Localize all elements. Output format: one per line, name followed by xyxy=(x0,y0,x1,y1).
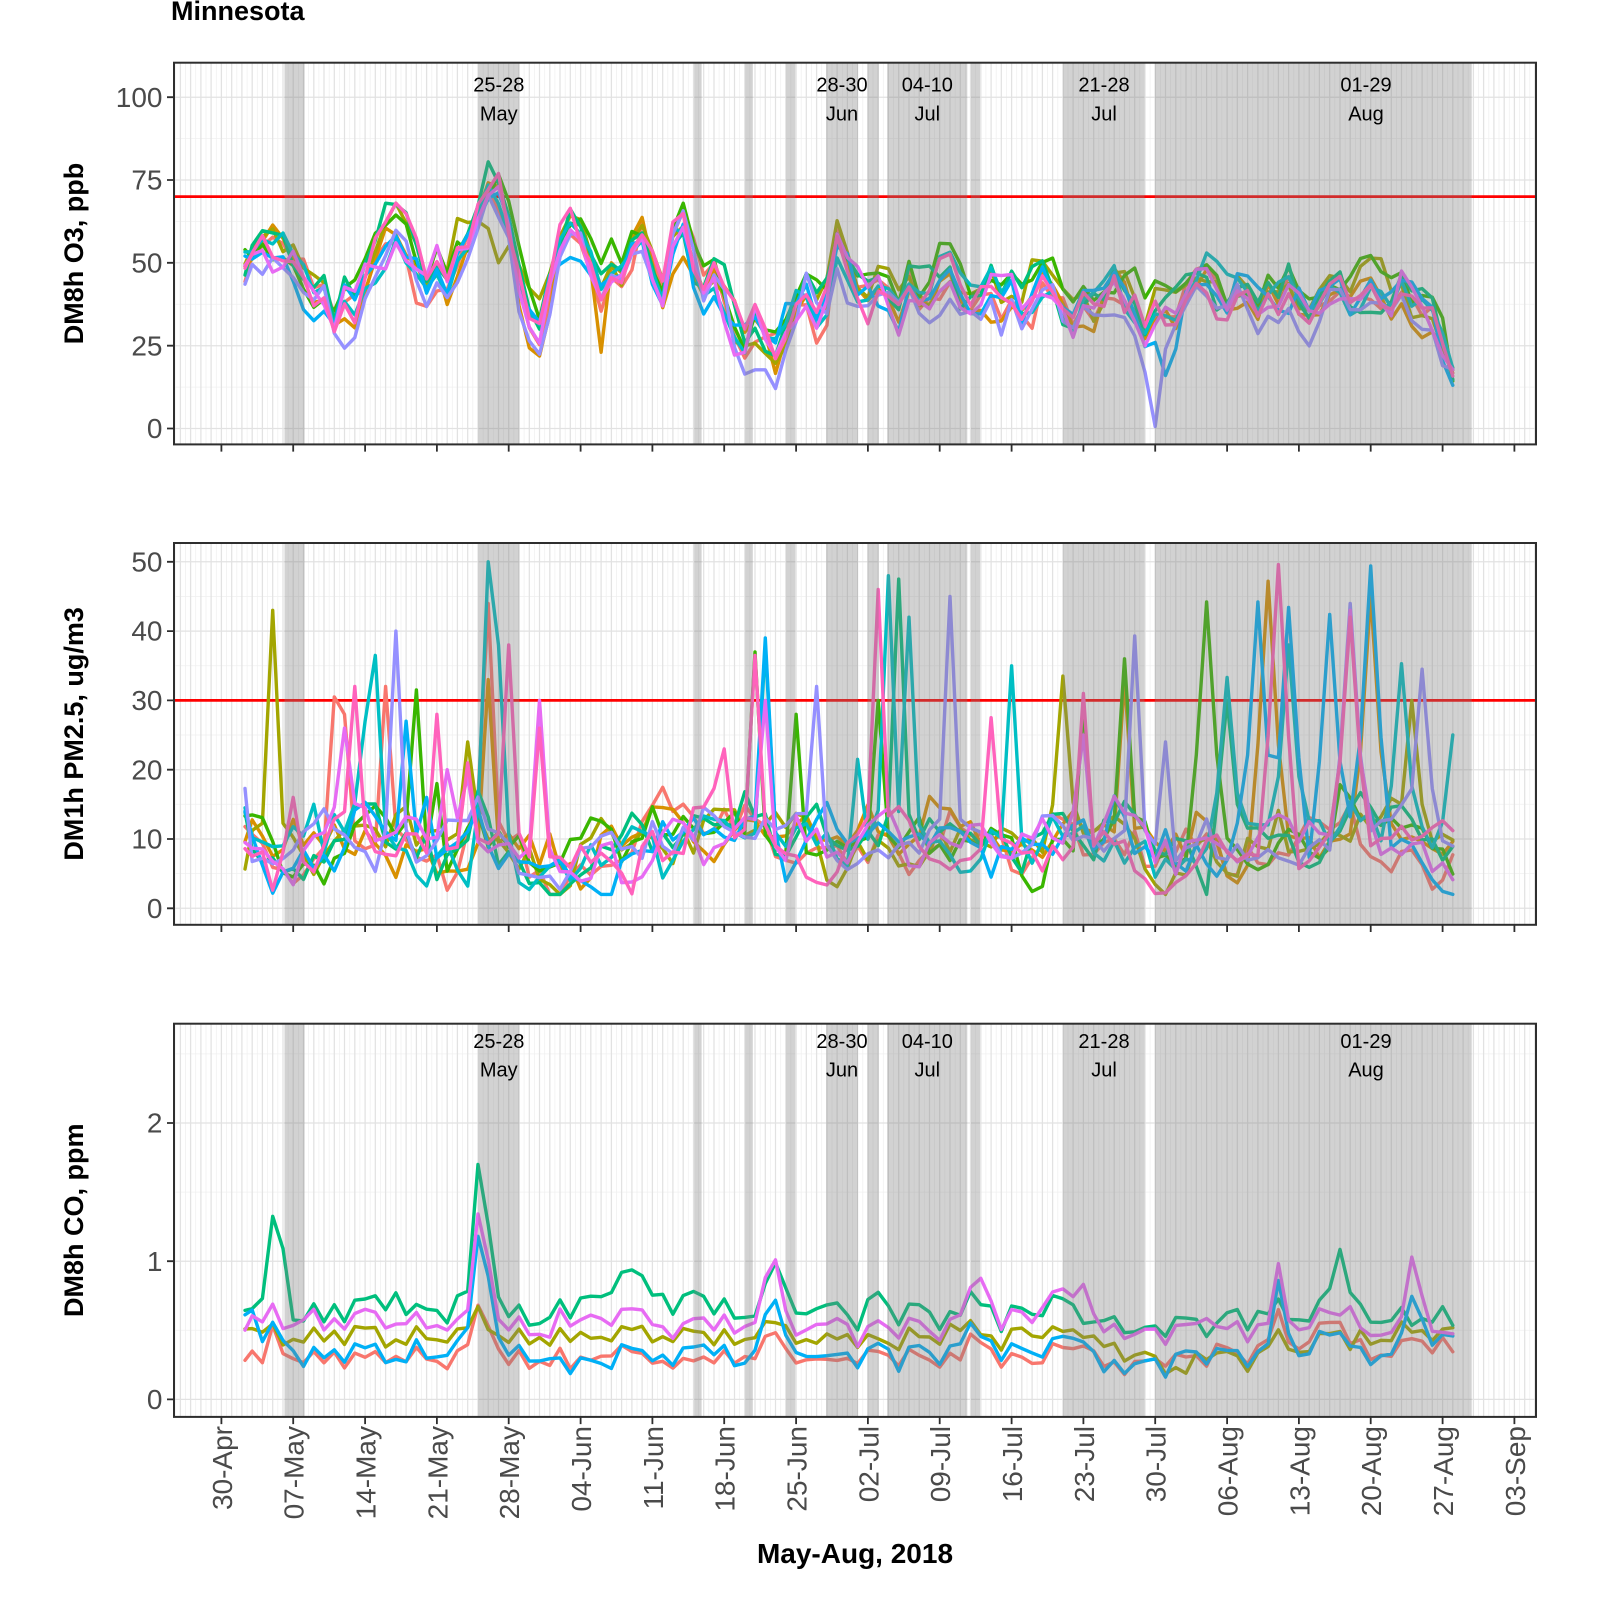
svg-text:Aug: Aug xyxy=(1348,104,1384,126)
svg-text:18-Jun: 18-Jun xyxy=(710,1426,741,1512)
svg-text:25-28: 25-28 xyxy=(473,1031,524,1053)
svg-text:04-10: 04-10 xyxy=(902,1031,953,1053)
svg-text:21-28: 21-28 xyxy=(1078,75,1129,97)
svg-text:30-Apr: 30-Apr xyxy=(207,1426,238,1510)
svg-text:Jun: Jun xyxy=(826,104,858,126)
svg-text:20: 20 xyxy=(131,754,162,785)
svg-text:0: 0 xyxy=(147,1384,163,1415)
svg-text:25: 25 xyxy=(131,330,162,361)
svg-text:May-Aug, 2018: May-Aug, 2018 xyxy=(757,1538,953,1569)
svg-text:Jun: Jun xyxy=(826,1060,858,1082)
svg-text:28-30: 28-30 xyxy=(816,1031,867,1053)
svg-text:2: 2 xyxy=(147,1108,163,1139)
svg-text:50: 50 xyxy=(131,247,162,278)
svg-text:25-Jun: 25-Jun xyxy=(782,1426,813,1512)
svg-text:DM1h PM2.5, ug/m3: DM1h PM2.5, ug/m3 xyxy=(59,607,89,861)
svg-text:28-May: 28-May xyxy=(494,1426,525,1519)
svg-text:02-Jul: 02-Jul xyxy=(853,1426,884,1502)
svg-text:May: May xyxy=(480,104,518,126)
svg-text:0: 0 xyxy=(147,413,163,444)
svg-text:1: 1 xyxy=(147,1246,163,1277)
svg-text:DM8h CO, ppm: DM8h CO, ppm xyxy=(59,1124,89,1318)
svg-text:20-Aug: 20-Aug xyxy=(1356,1426,1387,1516)
svg-text:01-29: 01-29 xyxy=(1340,75,1391,97)
svg-text:28-30: 28-30 xyxy=(816,75,867,97)
svg-text:03-Sep: 03-Sep xyxy=(1500,1426,1531,1516)
svg-text:Aug: Aug xyxy=(1348,1060,1384,1082)
svg-text:04-Jun: 04-Jun xyxy=(566,1426,597,1512)
svg-text:Minnesota: Minnesota xyxy=(171,0,305,26)
svg-text:0: 0 xyxy=(147,893,163,924)
svg-text:21-May: 21-May xyxy=(422,1426,453,1519)
svg-text:Jul: Jul xyxy=(915,104,941,126)
svg-text:16-Jul: 16-Jul xyxy=(997,1426,1028,1502)
svg-text:07-May: 07-May xyxy=(279,1426,310,1519)
svg-text:27-Aug: 27-Aug xyxy=(1428,1426,1459,1516)
svg-text:11-Jun: 11-Jun xyxy=(638,1426,669,1510)
svg-text:May: May xyxy=(480,1060,518,1082)
svg-text:10: 10 xyxy=(131,824,162,855)
svg-text:50: 50 xyxy=(131,546,162,577)
svg-text:30-Jul: 30-Jul xyxy=(1141,1426,1172,1502)
svg-text:25-28: 25-28 xyxy=(473,75,524,97)
svg-text:21-28: 21-28 xyxy=(1078,1031,1129,1053)
svg-text:06-Aug: 06-Aug xyxy=(1213,1426,1244,1516)
svg-text:DM8h O3, ppb: DM8h O3, ppb xyxy=(59,163,89,345)
svg-text:40: 40 xyxy=(131,616,162,647)
svg-text:30: 30 xyxy=(131,685,162,716)
svg-text:01-29: 01-29 xyxy=(1340,1031,1391,1053)
svg-text:23-Jul: 23-Jul xyxy=(1069,1426,1100,1502)
svg-text:Jul: Jul xyxy=(1091,1060,1117,1082)
svg-text:75: 75 xyxy=(131,165,162,196)
svg-text:04-10: 04-10 xyxy=(902,75,953,97)
svg-text:13-Aug: 13-Aug xyxy=(1284,1426,1315,1516)
svg-text:14-May: 14-May xyxy=(351,1426,382,1519)
svg-text:09-Jul: 09-Jul xyxy=(925,1426,956,1502)
svg-text:Jul: Jul xyxy=(1091,104,1117,126)
svg-text:Jul: Jul xyxy=(915,1060,941,1082)
svg-text:100: 100 xyxy=(116,82,163,113)
